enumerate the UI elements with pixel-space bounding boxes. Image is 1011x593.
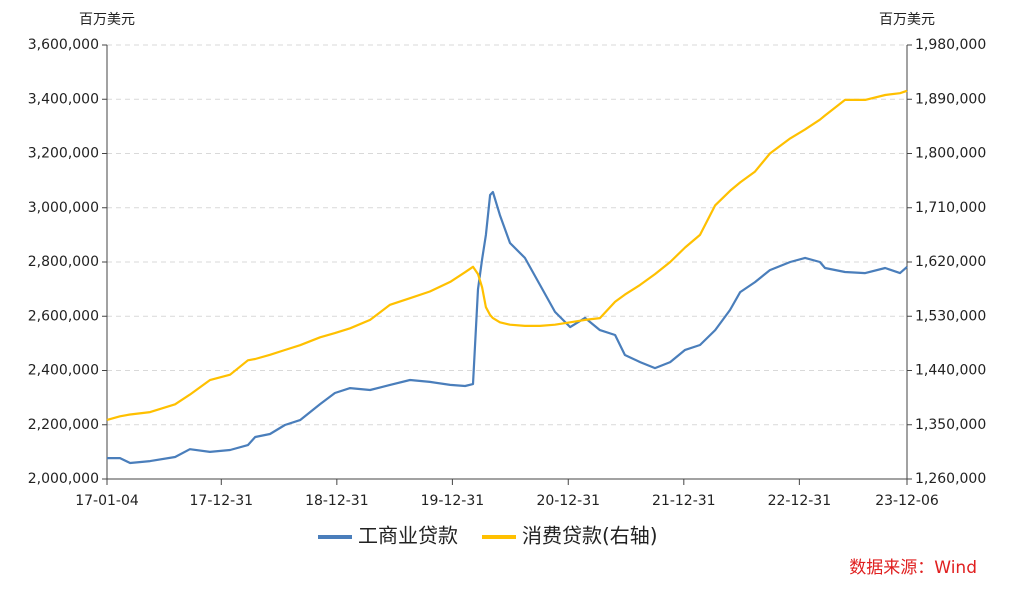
y2-tick-label: 1,980,000 [915, 37, 986, 53]
y2-tick-label: 1,890,000 [915, 91, 986, 107]
y2-tick-label: 1,350,000 [915, 417, 986, 433]
x-tick-label: 23-12-06 [875, 493, 939, 509]
y-tick-label: 3,400,000 [28, 91, 99, 107]
y2-tick-label: 1,440,000 [915, 363, 986, 379]
y-unit: 百万美元 [79, 12, 135, 28]
y2-unit: 百万美元 [879, 12, 935, 28]
y2-tick-label: 1,260,000 [915, 471, 986, 487]
x-tick-label: 17-01-04 [75, 493, 139, 509]
line [106, 89, 908, 421]
y-tick-label: 3,000,000 [28, 200, 99, 216]
y-tick-label: 2,600,000 [28, 308, 99, 324]
y-tick-label: 2,400,000 [28, 363, 99, 379]
y-tick-label: 2,000,000 [28, 471, 99, 487]
y2-tick-label: 1,800,000 [915, 146, 986, 162]
y-tick-label: 3,600,000 [28, 37, 99, 53]
source: 数据来源：Wind [849, 558, 977, 578]
x-tick-label: 19-12-31 [421, 493, 485, 509]
x-tick-label: 17-12-31 [190, 493, 254, 509]
y-tick-label: 2,200,000 [28, 417, 99, 433]
y2-tick-label: 1,710,000 [915, 200, 986, 216]
x-tick-label: 18-12-31 [305, 493, 369, 509]
legend-label: 消费贷款(右轴) [522, 524, 658, 548]
y2-tick-label: 1,530,000 [915, 308, 986, 324]
legend-label: 工商业贷款 [358, 524, 458, 548]
y2-tick-label: 1,620,000 [915, 254, 986, 270]
y-tick-label: 3,200,000 [28, 146, 99, 162]
x-tick-label: 22-12-31 [768, 493, 832, 509]
x-tick-label: 21-12-31 [652, 493, 716, 509]
line [107, 190, 908, 465]
y-tick-label: 2,800,000 [28, 254, 99, 270]
x-tick-label: 20-12-31 [536, 493, 600, 509]
